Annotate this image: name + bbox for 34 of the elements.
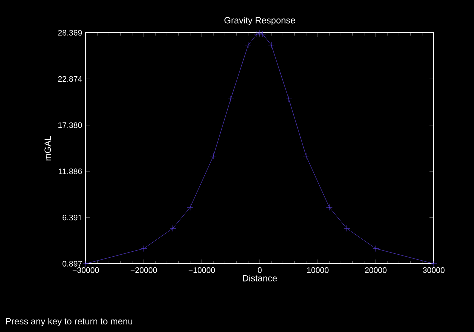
point xyxy=(303,153,310,160)
x-tick-label: 30000 xyxy=(423,268,445,274)
point xyxy=(210,153,217,160)
y-axis-title: mGAL xyxy=(44,136,52,161)
x-tick-label: −20000 xyxy=(130,268,158,274)
y-tick-label: 6.391 xyxy=(62,214,82,221)
x-tick-label: −10000 xyxy=(188,268,216,274)
x-tick-label: 10000 xyxy=(307,268,329,274)
point xyxy=(344,225,350,232)
point xyxy=(140,246,148,252)
point xyxy=(286,96,292,102)
x-tick-label: 20000 xyxy=(365,268,387,274)
point xyxy=(256,30,264,36)
chart-title: Gravity Response xyxy=(224,17,296,26)
x-tick-label: 0 xyxy=(258,268,262,274)
y-tick-label: 11.886 xyxy=(59,168,82,174)
y-tick-label: 17.380 xyxy=(58,122,82,128)
point xyxy=(260,31,266,38)
point xyxy=(82,260,90,268)
point xyxy=(430,260,438,268)
point xyxy=(187,204,194,211)
point xyxy=(326,204,333,211)
point xyxy=(268,42,275,49)
text: Press any key to return to menu xyxy=(6,318,132,326)
point xyxy=(228,96,234,102)
y-tick-label: 28.369 xyxy=(58,30,82,36)
y-tick-label: 0.897 xyxy=(62,261,82,267)
point xyxy=(372,246,380,252)
y-tick-label: 22.874 xyxy=(58,76,82,82)
point xyxy=(245,42,252,49)
x-axis-title: Distance xyxy=(243,275,278,282)
point xyxy=(254,31,260,38)
x-tick-label: −30000 xyxy=(72,268,100,274)
point xyxy=(170,225,176,232)
